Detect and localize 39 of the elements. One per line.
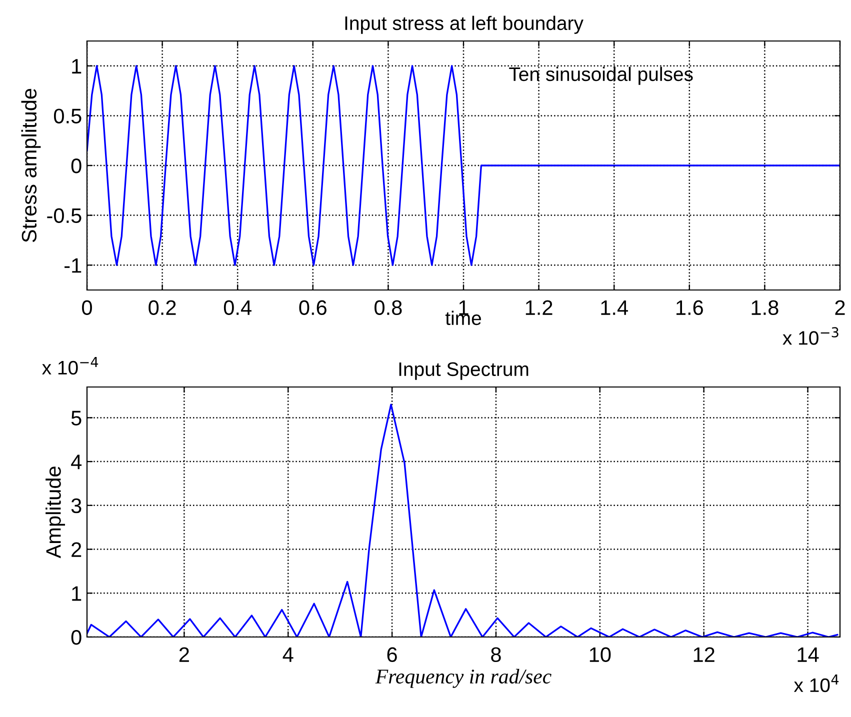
x-tick-label: 2 xyxy=(179,647,189,662)
x-tick-label: 1.6 xyxy=(676,300,703,316)
y-tick-label: 4 xyxy=(71,454,82,470)
y-tick-label: 3 xyxy=(71,498,82,514)
y-tick-label: 2 xyxy=(72,542,82,557)
line-series xyxy=(87,404,838,637)
x-tick-label: 0.2 xyxy=(148,300,176,316)
y-axis-title: Amplitude xyxy=(46,466,65,558)
x-tick-label: 10 xyxy=(590,647,611,662)
y-tick-label: 1 xyxy=(72,586,82,601)
text: x 10$^{4}$ xyxy=(794,674,839,692)
x-tick-label: 14 xyxy=(798,647,819,662)
y-tick-label: 0 xyxy=(71,158,82,174)
x-tick-label: 0.4 xyxy=(224,300,252,316)
y-tick-label: -0.5 xyxy=(47,208,82,224)
y-tick-label: 1 xyxy=(72,59,82,74)
y-tick-label: 0 xyxy=(71,630,82,645)
annotation: Ten sinusoidal pulses xyxy=(509,66,693,85)
x-axis-title: Frequency in rad/sec xyxy=(375,668,552,688)
y-tick-label: 0.5 xyxy=(54,108,82,124)
x-tick-label: 4 xyxy=(282,647,294,662)
x-tick-label: 0.8 xyxy=(374,300,402,316)
chart-title: Input Spectrum xyxy=(399,362,528,380)
x-tick-label: 1.4 xyxy=(601,300,628,315)
y-tick-label: 5 xyxy=(71,410,82,426)
y-tick-label: -1 xyxy=(64,258,82,273)
x-tick-label: 1.8 xyxy=(752,300,778,316)
chart-title: Input stress at left boundary xyxy=(345,16,584,34)
x-tick-label: 2 xyxy=(835,300,845,315)
y-axis-title: Stress amplitude xyxy=(21,88,41,242)
x-tick-label: 1.2 xyxy=(526,300,552,315)
x-tick-label: 0 xyxy=(82,300,92,316)
x-tick-label: 0.6 xyxy=(299,300,326,316)
x-tick-label: 12 xyxy=(694,647,714,662)
text: x 10$^{−4}$ xyxy=(42,357,98,375)
text: x 10$^{−3}$ xyxy=(782,327,838,345)
x-tick-label: 6 xyxy=(387,647,397,662)
line-series xyxy=(87,65,840,266)
x-tick-label: 8 xyxy=(491,647,501,662)
